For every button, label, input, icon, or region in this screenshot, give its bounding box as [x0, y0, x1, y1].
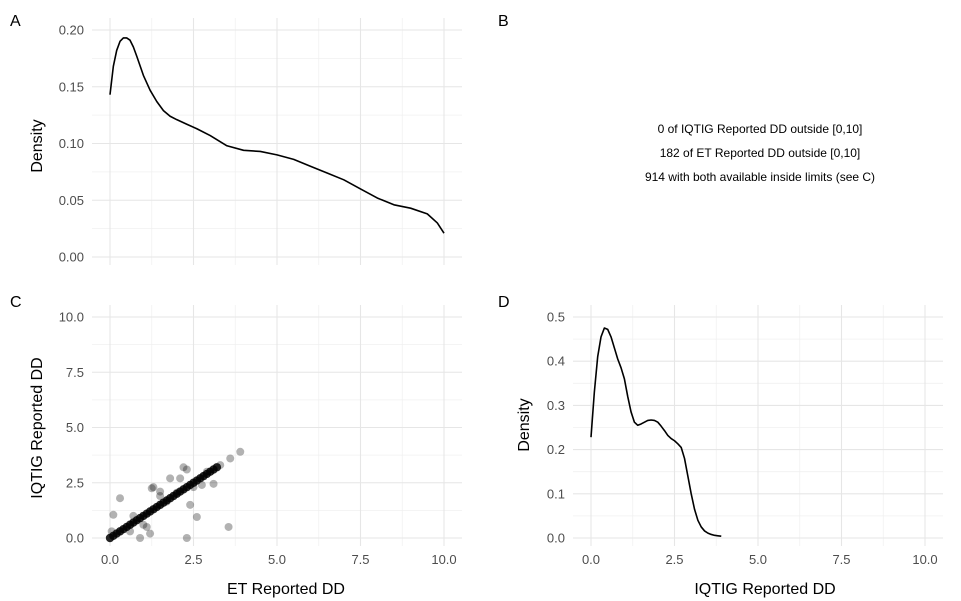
- y-tick-label: 0.4: [547, 354, 565, 369]
- panel-d-x-axis-title: IQTIG Reported DD: [694, 581, 835, 598]
- panel-d-density-plot: 0.0 2.5 5.0 7.5 10.0 0.0 0.1 0.2 0.3 0.4 0.5 IQTIG…: [516, 305, 943, 598]
- panel-c-ticks: 0.0 2.5 5.0 7.5 10.0 0.0 2.5 5.0 7.5 10.0: [59, 310, 457, 568]
- scatter-point: [166, 474, 175, 483]
- y-tick-label: 0.1: [547, 486, 565, 501]
- scatter-point: [146, 529, 155, 538]
- panel-d-grid: [573, 305, 943, 546]
- panel-d-y-axis-title: Density: [516, 398, 533, 451]
- annotation-line-3: 914 with both available inside limits (s…: [645, 170, 875, 184]
- scatter-point: [176, 474, 185, 483]
- annotation-line-2: 182 of ET Reported DD outside [0,10]: [660, 146, 861, 160]
- panel-a-ticks: 0.00 0.05 0.10 0.15 0.20: [59, 23, 84, 265]
- scatter-point: [142, 522, 151, 531]
- panel-a-y-axis-title: Density: [29, 119, 46, 172]
- y-tick-label: 0.0: [66, 531, 84, 546]
- density-line: [590, 327, 722, 538]
- scatter-point: [226, 454, 235, 463]
- density-line: [109, 37, 445, 234]
- x-tick-label: 5.0: [268, 552, 286, 567]
- scatter-point: [179, 463, 188, 472]
- panel-b-annotation: 0 of IQTIG Reported DD outside [0,10] 18…: [645, 122, 875, 184]
- y-tick-label: 0.20: [59, 23, 84, 38]
- x-tick-label: 7.5: [351, 552, 369, 567]
- panel-a-density-plot: 0.00 0.05 0.10 0.15 0.20 Density: [29, 18, 462, 265]
- scatter-point: [139, 520, 148, 529]
- panel-c-y-axis-title: IQTIG Reported DD: [29, 357, 46, 498]
- panel-label-c: C: [10, 294, 22, 311]
- y-tick-label: 7.5: [66, 365, 84, 380]
- y-tick-label: 0.15: [59, 79, 84, 94]
- y-tick-label: 2.5: [66, 475, 84, 490]
- panel-c-scatter-plot: 0.0 2.5 5.0 7.5 10.0 0.0 2.5 5.0 7.5 10.0 ET Repo…: [29, 305, 462, 598]
- scatter-point: [149, 483, 158, 492]
- y-tick-label: 5.0: [66, 420, 84, 435]
- x-tick-label: 0.0: [582, 552, 600, 567]
- y-tick-label: 0.10: [59, 136, 84, 151]
- annotation-line-1: 0 of IQTIG Reported DD outside [0,10]: [658, 122, 863, 136]
- panel-c-marks: [105, 447, 245, 543]
- panel-label-a: A: [10, 13, 21, 30]
- x-tick-label: 7.5: [832, 552, 850, 567]
- panel-label-b: B: [498, 13, 509, 30]
- scatter-point: [109, 510, 118, 519]
- scatter-point: [186, 500, 195, 509]
- scatter-point: [209, 479, 218, 488]
- scatter-point: [136, 534, 145, 542]
- scatter-point: [182, 534, 191, 542]
- y-tick-label: 0.00: [59, 250, 84, 265]
- panel-label-d: D: [498, 294, 510, 311]
- scatter-point: [147, 484, 156, 493]
- y-tick-label: 0.3: [547, 398, 565, 413]
- y-tick-label: 0.5: [547, 310, 565, 325]
- scatter-point: [212, 463, 222, 472]
- scatter-point: [116, 494, 125, 503]
- x-tick-label: 0.0: [101, 552, 119, 567]
- scatter-point: [236, 447, 245, 456]
- panel-c-x-axis-title: ET Reported DD: [227, 581, 345, 598]
- scatter-point: [224, 522, 233, 531]
- y-tick-label: 0.2: [547, 442, 565, 457]
- panel-d-marks: [590, 327, 722, 538]
- scatter-point: [192, 513, 201, 522]
- x-tick-label: 2.5: [184, 552, 202, 567]
- y-tick-label: 0.0: [547, 531, 565, 546]
- y-tick-label: 10.0: [59, 310, 84, 325]
- scatter-point: [156, 492, 165, 501]
- y-tick-label: 0.05: [59, 193, 84, 208]
- x-tick-label: 10.0: [431, 552, 456, 567]
- x-tick-label: 10.0: [912, 552, 937, 567]
- panel-a-marks: [109, 37, 445, 234]
- panel-d-ticks: 0.0 2.5 5.0 7.5 10.0 0.0 0.1 0.2 0.3 0.4 0.5: [547, 310, 938, 568]
- panel-a-grid: [92, 18, 462, 265]
- scatter-point: [182, 465, 191, 474]
- scatter-point: [156, 487, 165, 496]
- x-tick-label: 2.5: [665, 552, 683, 567]
- panel-c-grid: [92, 305, 462, 546]
- x-tick-label: 5.0: [749, 552, 767, 567]
